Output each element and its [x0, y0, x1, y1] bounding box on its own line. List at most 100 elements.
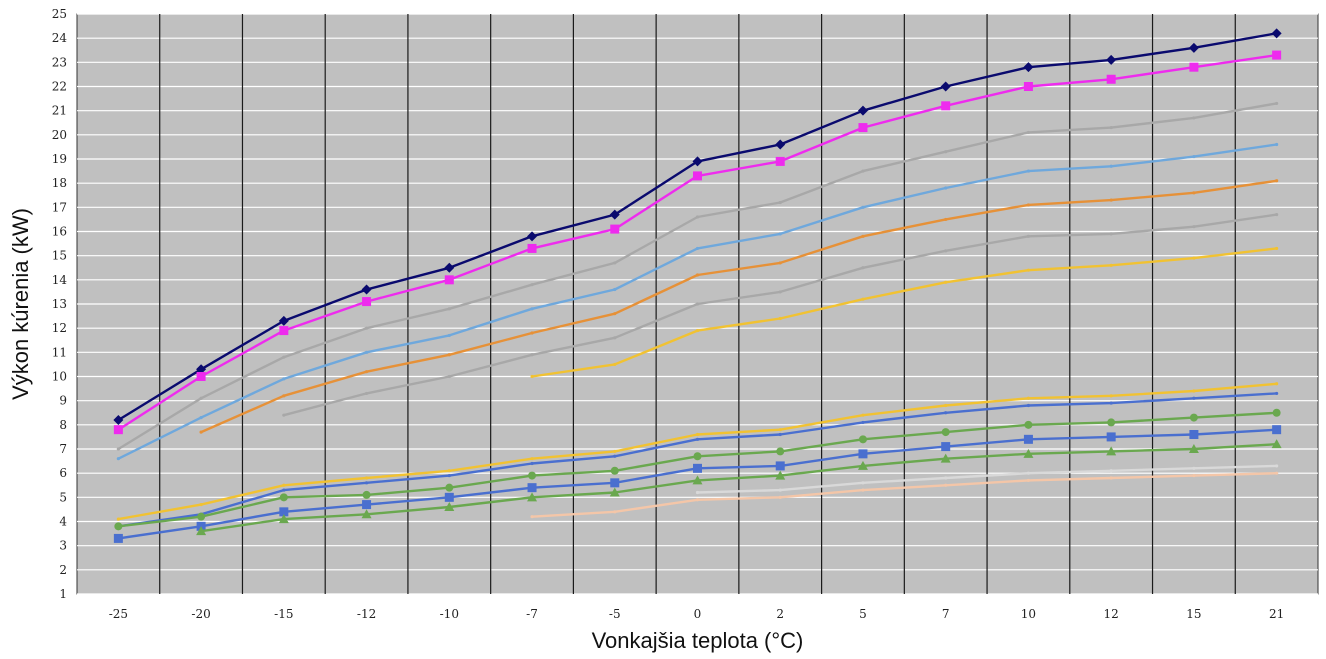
- data-point: [364, 476, 369, 480]
- x-tick-label: 2: [776, 607, 784, 621]
- data-point: [613, 312, 617, 316]
- data-point: [1275, 391, 1279, 396]
- x-tick-label: -5: [609, 607, 621, 621]
- data-point: [364, 370, 369, 374]
- y-tick-label: 8: [59, 418, 67, 432]
- data-point: [778, 432, 782, 437]
- data-point: [861, 266, 865, 270]
- data-point: [196, 364, 207, 375]
- series-4: [116, 142, 1279, 461]
- x-tick-label: -12: [357, 607, 376, 621]
- data-point: [1106, 74, 1116, 84]
- data-point: [362, 500, 372, 510]
- data-point: [197, 512, 206, 521]
- data-point: [1189, 62, 1199, 72]
- series-7: [530, 246, 1279, 379]
- data-point: [778, 290, 782, 294]
- data-point: [695, 490, 700, 495]
- data-point: [944, 150, 948, 154]
- x-tick-label: 21: [1269, 607, 1284, 621]
- data-point: [778, 232, 782, 236]
- data-point: [778, 261, 782, 265]
- data-point: [1026, 478, 1031, 483]
- data-point: [282, 355, 286, 359]
- x-tick-label: 5: [859, 607, 867, 621]
- data-point: [941, 101, 951, 111]
- x-tick-label: 12: [1104, 607, 1119, 621]
- data-point: [1023, 62, 1034, 73]
- data-point: [1192, 256, 1196, 260]
- data-point: [530, 461, 534, 466]
- data-point: [1109, 469, 1113, 473]
- data-point: [114, 522, 123, 531]
- data-point: [444, 262, 455, 273]
- data-point: [944, 280, 948, 284]
- series-1: [113, 28, 1282, 425]
- data-point: [857, 105, 868, 116]
- data-point: [610, 466, 619, 475]
- data-point: [1272, 408, 1281, 417]
- data-point: [1192, 389, 1196, 393]
- y-tick-label: 14: [52, 273, 68, 287]
- data-point: [113, 415, 124, 425]
- data-point: [695, 246, 700, 251]
- data-point: [282, 413, 286, 417]
- data-point: [447, 307, 451, 311]
- data-point: [1109, 125, 1113, 130]
- series-14: [695, 464, 1279, 495]
- data-point: [1192, 116, 1196, 120]
- data-point: [527, 243, 537, 253]
- data-point: [775, 156, 785, 166]
- data-point: [282, 377, 286, 381]
- data-point: [861, 205, 865, 209]
- data-point: [944, 186, 948, 190]
- data-point: [778, 316, 782, 321]
- data-point: [1106, 54, 1117, 65]
- data-point: [692, 156, 703, 167]
- data-point: [775, 470, 786, 480]
- data-point: [944, 476, 948, 480]
- data-point: [444, 492, 454, 502]
- data-point: [1192, 191, 1196, 195]
- series-line: [200, 443, 1277, 533]
- data-point: [1024, 420, 1033, 429]
- data-point: [775, 461, 785, 471]
- data-point: [861, 234, 865, 238]
- data-point: [1272, 425, 1282, 435]
- data-point: [1106, 432, 1116, 442]
- data-point: [1192, 225, 1196, 229]
- y-tick-label: 20: [52, 128, 67, 142]
- data-point: [445, 483, 454, 492]
- data-point: [613, 261, 617, 265]
- data-point: [527, 492, 538, 502]
- data-point: [858, 449, 868, 459]
- y-tick-label: 9: [59, 394, 67, 408]
- data-point: [447, 469, 451, 473]
- data-point: [282, 394, 286, 398]
- data-point: [778, 488, 782, 492]
- data-point: [941, 442, 951, 452]
- data-point: [776, 447, 785, 456]
- y-tick-label: 13: [52, 297, 67, 311]
- data-point: [858, 435, 867, 444]
- data-point: [1192, 396, 1196, 400]
- data-point: [613, 510, 617, 514]
- data-point: [1109, 394, 1113, 398]
- data-point: [1106, 446, 1117, 456]
- x-tick-label: 7: [942, 607, 950, 621]
- data-point: [944, 217, 948, 222]
- data-point: [199, 430, 203, 434]
- data-point: [1275, 464, 1279, 468]
- y-tick-label: 4: [59, 515, 67, 529]
- data-point: [362, 490, 371, 499]
- data-point: [610, 478, 620, 488]
- data-point: [1026, 169, 1031, 173]
- data-point: [861, 169, 865, 173]
- y-tick-label: 17: [52, 200, 67, 214]
- data-point: [941, 428, 950, 437]
- y-tick-label: 2: [59, 563, 67, 577]
- data-point: [940, 81, 951, 92]
- y-tick-label: 7: [59, 442, 67, 456]
- y-tick-label: 19: [52, 152, 67, 166]
